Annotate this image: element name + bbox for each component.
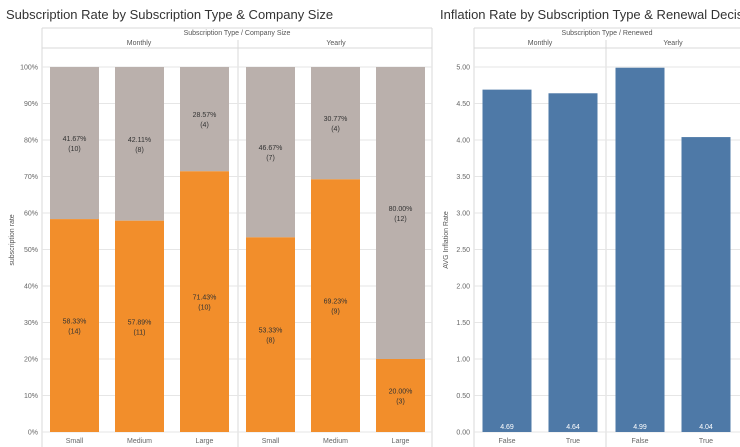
subscription-group-yearly-label: Yearly (326, 40, 346, 47)
subscription-y-tick-label: 60% (24, 211, 38, 218)
subscription-bar-labels: 41.67% (10) 58.33% (14) 42.11% (8) 57.89% (11) 2… (63, 112, 413, 405)
subscribed-pct-label: 57.89% (128, 319, 152, 326)
subscribed-count-label: (14) (68, 329, 80, 336)
subscription-x-tick-label: Small (262, 438, 280, 445)
subscription-bar-subscribed (376, 359, 425, 432)
subscription-bar-not-subscribed (311, 67, 360, 180)
inflation-bar (615, 67, 665, 432)
not-subscribed-pct-label: 41.67% (63, 136, 87, 143)
not-subscribed-count-label: (8) (135, 147, 144, 154)
not-subscribed-count-label: (4) (331, 126, 340, 133)
subscription-y-tick-label: 20% (24, 357, 38, 364)
subscription-group-monthly-label: Monthly (127, 40, 152, 47)
inflation-y-ticks: 0.00 0.50 1.00 1.50 2.00 2.50 3.00 3.50 4.00 4.50… (456, 65, 470, 437)
subscription-y-tick-label: 10% (24, 393, 38, 400)
subscription-bar-subscribed (180, 171, 229, 432)
inflation-x-ticks: False True False True (498, 438, 713, 445)
subscription-bar-not-subscribed (246, 67, 295, 238)
subscription-rate-chart: Subscription Rate by Subscription Type &… (6, 7, 433, 447)
not-subscribed-pct-label: 28.57% (193, 112, 217, 119)
subscription-x-ticks: Small Medium Large Small Medium Large (66, 438, 410, 445)
inflation-y-tick-label: 4.00 (456, 138, 470, 145)
inflation-bars (482, 67, 731, 432)
subscription-bar-not-subscribed (50, 67, 99, 220)
subscription-y-tick-label: 30% (24, 320, 38, 327)
subscription-gridlines (42, 66, 432, 433)
subscribed-count-label: (3) (396, 399, 405, 406)
subscription-bar-subscribed (115, 220, 164, 432)
inflation-group-yearly-label: Yearly (663, 40, 683, 47)
subscription-bar-subscribed (311, 179, 360, 432)
inflation-value-label: 4.69 (500, 424, 514, 431)
subscription-bar-subscribed (246, 237, 295, 432)
inflation-x-tick-label: False (631, 438, 648, 445)
not-subscribed-count-label: (12) (394, 216, 406, 223)
subscription-x-tick-label: Large (392, 438, 410, 445)
not-subscribed-pct-label: 46.67% (259, 145, 283, 152)
subscription-chart-title: Subscription Rate by Subscription Type &… (6, 7, 333, 22)
subscription-header-label: Subscription Type / Company Size (184, 30, 291, 37)
subscription-bar-not-subscribed (376, 67, 425, 359)
subscribed-count-label: (11) (134, 329, 146, 336)
not-subscribed-pct-label: 80.00% (389, 206, 413, 213)
inflation-rate-chart: Inflation Rate by Subscription Type & Re… (440, 7, 740, 447)
inflation-group-monthly-label: Monthly (528, 40, 553, 47)
not-subscribed-count-label: (4) (200, 122, 209, 129)
inflation-header-label: Subscription Type / Renewed (562, 30, 653, 37)
subscription-bar-subscribed (50, 219, 99, 432)
inflation-y-tick-label: 2.50 (456, 247, 470, 254)
inflation-y-tick-label: 1.00 (456, 357, 470, 364)
subscription-x-tick-label: Medium (127, 438, 152, 445)
subscription-y-tick-label: 70% (24, 174, 38, 181)
subscription-y-tick-label: 50% (24, 247, 38, 254)
not-subscribed-pct-label: 42.11% (128, 137, 151, 144)
inflation-y-tick-label: 0.00 (456, 430, 470, 437)
subscription-y-tick-label: 90% (24, 101, 38, 108)
inflation-bar-labels: 4.69 4.64 4.99 4.04 (500, 424, 713, 431)
subscription-y-ticks: 0% 10% 20% 30% 40% 50% 60% 70% 80% 90% 100% (20, 65, 38, 437)
inflation-bar (482, 89, 532, 432)
inflation-x-tick-label: False (498, 438, 515, 445)
subscription-x-tick-label: Small (66, 438, 84, 445)
inflation-y-axis-label: AVG Inflation Rate (443, 211, 450, 269)
subscription-x-tick-label: Medium (323, 438, 348, 445)
subscription-y-tick-label: 0% (28, 430, 38, 437)
inflation-y-tick-label: 4.50 (456, 101, 470, 108)
inflation-y-tick-label: 5.00 (456, 65, 470, 72)
inflation-value-label: 4.99 (633, 424, 647, 431)
not-subscribed-count-label: (10) (68, 146, 80, 153)
inflation-bar (548, 93, 598, 432)
subscription-y-tick-label: 80% (24, 138, 38, 145)
subscription-y-tick-label: 40% (24, 284, 38, 291)
inflation-y-tick-label: 3.50 (456, 174, 470, 181)
inflation-y-tick-label: 0.50 (456, 393, 470, 400)
not-subscribed-pct-label: 30.77% (324, 116, 348, 123)
inflation-x-tick-label: True (699, 438, 713, 445)
subscribed-pct-label: 69.23% (324, 299, 348, 306)
subscribed-pct-label: 58.33% (63, 319, 87, 326)
subscribed-count-label: (10) (198, 305, 210, 312)
subscribed-count-label: (9) (331, 309, 340, 316)
subscribed-count-label: (8) (266, 338, 275, 345)
subscribed-pct-label: 71.43% (193, 295, 217, 302)
inflation-chart-title: Inflation Rate by Subscription Type & Re… (440, 7, 740, 22)
inflation-y-tick-label: 1.50 (456, 320, 470, 327)
subscription-bar-not-subscribed (180, 67, 229, 172)
subscription-y-tick-label: 100% (20, 65, 38, 72)
subscription-bar-not-subscribed (115, 67, 164, 221)
subscription-bars (50, 67, 425, 432)
subscription-y-axis-label: subscription rate (9, 214, 16, 265)
subscribed-pct-label: 53.33% (259, 328, 283, 335)
inflation-value-label: 4.04 (699, 424, 713, 431)
inflation-y-tick-label: 2.00 (456, 284, 470, 291)
inflation-value-label: 4.64 (566, 424, 580, 431)
subscription-x-tick-label: Large (196, 438, 214, 445)
inflation-x-tick-label: True (566, 438, 580, 445)
not-subscribed-count-label: (7) (266, 155, 275, 162)
inflation-y-tick-label: 3.00 (456, 211, 470, 218)
subscribed-pct-label: 20.00% (389, 389, 413, 396)
inflation-bar (681, 137, 731, 432)
